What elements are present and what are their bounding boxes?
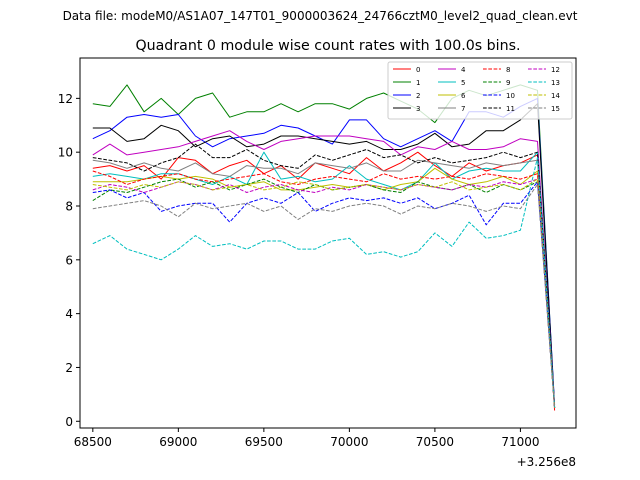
legend-label-4: 4 [461, 66, 466, 74]
axis-ticks: 68500 69000 69500 70000 70500 71000 0 2 4 6 8 10 12 [58, 92, 540, 449]
legend-label-7: 7 [461, 105, 465, 113]
legend-label-5: 5 [461, 79, 465, 87]
y-tick-label: 6 [65, 253, 73, 267]
legend-label-10: 10 [506, 92, 515, 100]
x-tick-label: 68500 [74, 435, 112, 449]
series-line-11 [92, 143, 556, 408]
legend-label-11: 11 [506, 105, 515, 113]
x-tick-label: 69500 [245, 435, 283, 449]
legend-label-14: 14 [551, 92, 560, 100]
series-line-5 [92, 151, 556, 408]
y-tick-label: 2 [65, 361, 73, 375]
legend-label-2: 2 [416, 92, 420, 100]
y-tick-label: 0 [65, 415, 73, 429]
series-line-3 [92, 103, 556, 408]
series-line-10 [92, 181, 556, 408]
y-tick-label: 10 [58, 146, 73, 160]
chart-title: Quadrant 0 module wise count rates with … [135, 38, 520, 54]
legend-label-3: 3 [416, 105, 420, 113]
x-tick-label: 69000 [159, 435, 197, 449]
series-line-15 [92, 184, 556, 408]
series-line-7 [92, 159, 556, 408]
legend-label-6: 6 [461, 92, 466, 100]
series-line-13 [92, 157, 556, 408]
legend-frame [387, 61, 573, 120]
series-line-8 [92, 170, 556, 408]
x-tick-label: 70000 [330, 435, 368, 449]
y-tick-label: 12 [58, 92, 73, 106]
legend-label-9: 9 [506, 79, 510, 87]
figure-suptitle: Data file: modeM0/AS1A07_147T01_90000036… [63, 9, 578, 23]
series-line-9 [92, 178, 556, 408]
y-tick-label: 4 [65, 307, 73, 321]
series-line-4 [92, 130, 556, 408]
legend-label-15: 15 [551, 105, 560, 113]
plot-frame [79, 57, 577, 429]
legend-label-1: 1 [416, 79, 420, 87]
series-layer [92, 84, 556, 411]
legend-label-8: 8 [506, 66, 510, 74]
legend-label-0: 0 [416, 66, 420, 74]
series-line-6 [92, 167, 556, 408]
x-axis-offset-label: +3.256e8 [517, 455, 576, 469]
series-line-12 [92, 178, 556, 408]
y-tick-label: 8 [65, 200, 73, 214]
x-tick-label: 71000 [501, 435, 539, 449]
x-tick-label: 70500 [416, 435, 454, 449]
series-line-0 [92, 151, 556, 411]
legend-label-13: 13 [551, 79, 560, 87]
legend-label-12: 12 [551, 66, 560, 74]
